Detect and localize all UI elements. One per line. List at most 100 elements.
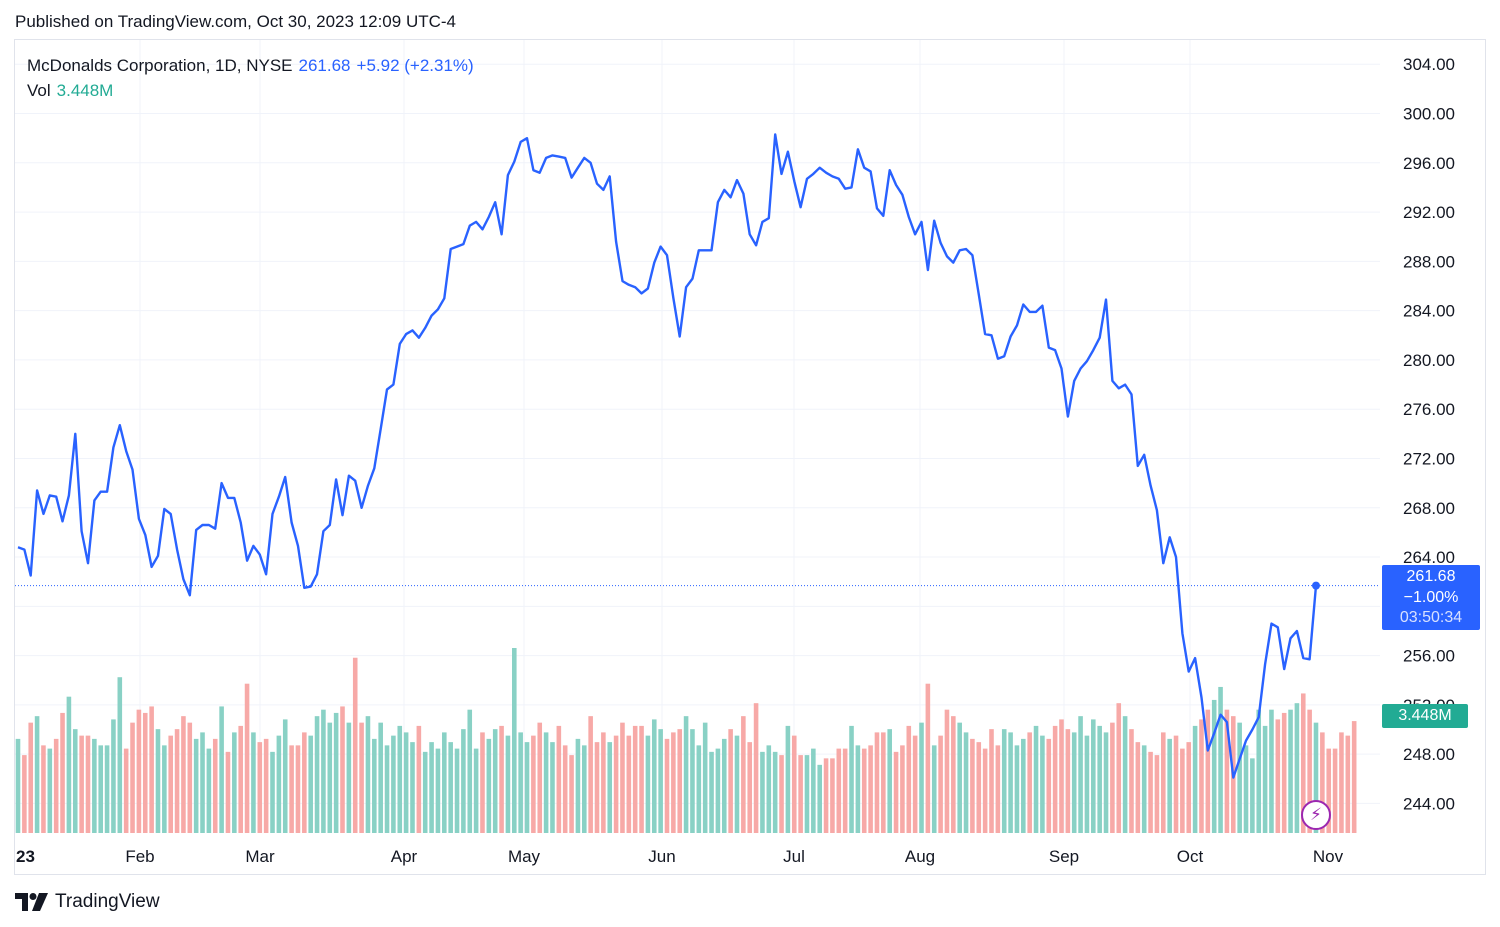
volume-bar — [518, 732, 523, 833]
volume-bar — [804, 755, 810, 833]
volume-bar — [696, 745, 702, 833]
volume-bar — [1186, 742, 1192, 833]
volume-bar — [276, 735, 282, 833]
volume-bar — [1218, 686, 1223, 833]
volume-bar — [98, 745, 104, 833]
price-tag-price: 261.68 — [1406, 568, 1456, 585]
volume-bar — [1269, 709, 1274, 833]
last-price-tag: 261.68 −1.00% 03:50:34 — [1382, 565, 1480, 630]
volume-bar — [1250, 758, 1255, 833]
chart-frame[interactable] — [14, 39, 1486, 875]
volume-bar — [53, 738, 59, 833]
volume-bar — [1014, 745, 1020, 833]
y-tick-label: 272.00 — [1403, 449, 1455, 468]
volume-bar — [289, 745, 294, 833]
volume-bar — [1351, 721, 1357, 833]
volume-bar — [1001, 729, 1007, 833]
volume-bar — [626, 735, 632, 833]
volume-bar — [919, 722, 924, 833]
price-line[interactable] — [17, 133, 1318, 779]
volume-bar — [620, 722, 625, 833]
volume-bar — [734, 735, 740, 833]
volume-bar — [1091, 719, 1096, 833]
y-axis[interactable]: 304.00 300.00 296.00 292.00 288.00 284.00 280.… — [1403, 55, 1455, 813]
volume-bar — [562, 745, 568, 833]
lightning-icon[interactable]: ⚡ — [1301, 800, 1331, 830]
volume-bar — [251, 732, 256, 833]
volume-bar — [690, 729, 695, 833]
volume-bar — [747, 742, 753, 833]
x-tick-label: 23 — [16, 847, 35, 866]
volume-bar — [187, 722, 193, 833]
legend-symbol: McDonalds Corporation, 1D, NYSE — [27, 56, 293, 75]
volume-bar — [881, 732, 886, 833]
x-tick-label: Aug — [905, 847, 935, 866]
volume-bar — [321, 709, 326, 833]
volume-bar — [1313, 722, 1319, 833]
volume-bar — [607, 742, 613, 833]
volume-bar — [1300, 693, 1306, 833]
volume-bar — [416, 725, 422, 833]
volume-tag: 3.448M — [1382, 704, 1468, 728]
x-axis[interactable]: 23 Feb Mar Apr May Jun Jul Aug Sep Oct Nov — [16, 847, 1344, 866]
volume-bar — [709, 751, 714, 833]
y-tick-label: 304.00 — [1403, 55, 1455, 74]
volume-bar — [333, 712, 339, 833]
volume-bar — [1326, 748, 1332, 833]
price-series[interactable] — [17, 133, 1320, 779]
volume-bar — [136, 709, 142, 833]
volume-bar — [556, 725, 562, 833]
volume-bar — [1084, 735, 1090, 833]
volume-bar — [1262, 725, 1268, 833]
volume-bar — [454, 748, 460, 833]
volume-bar — [550, 742, 555, 833]
volume-bar — [162, 745, 167, 833]
volume-bar — [282, 719, 288, 833]
volume-bar — [244, 683, 250, 833]
volume-bar — [410, 742, 415, 833]
volume-bar — [212, 738, 218, 833]
volume-bar — [225, 751, 231, 833]
volume-bar — [651, 719, 657, 833]
volume-bar — [874, 732, 880, 833]
volume-bar — [257, 742, 263, 833]
volume-bar — [352, 657, 358, 833]
volume-bars — [15, 648, 1357, 833]
volume-bar — [811, 748, 816, 833]
volume-bar — [868, 745, 873, 833]
price-tag-change: −1.00% — [1403, 588, 1459, 606]
volume-bar — [728, 729, 733, 833]
volume-bar — [951, 716, 956, 833]
volume-bar — [887, 729, 892, 833]
volume-bar — [28, 722, 34, 833]
volume-bar — [906, 725, 912, 833]
volume-bar — [219, 706, 224, 833]
volume-bar — [963, 732, 969, 833]
y-tick-label: 268.00 — [1403, 499, 1455, 518]
volume-bar — [60, 712, 65, 833]
volume-bar — [111, 719, 116, 833]
volume-bar — [785, 725, 791, 833]
volume-bar — [1103, 732, 1109, 833]
volume-bar — [1224, 709, 1230, 833]
volume-bar — [1237, 722, 1242, 833]
volume-bar — [359, 722, 364, 833]
volume-bar — [512, 648, 517, 833]
x-tick-label: May — [508, 847, 541, 866]
tradingview-logo[interactable]: TradingView — [15, 889, 160, 915]
volume-bar — [855, 745, 861, 833]
volume-bar — [168, 735, 173, 833]
volume-bar — [34, 716, 40, 833]
volume-bar — [1110, 722, 1115, 833]
volume-bar — [931, 745, 937, 833]
volume-bar — [671, 732, 676, 833]
volume-bar — [117, 677, 123, 833]
volume-bar — [543, 732, 549, 833]
volume-bar — [594, 742, 600, 833]
volume-bar — [1046, 738, 1052, 833]
x-tick-label: Nov — [1313, 847, 1344, 866]
volume-bar — [1135, 742, 1141, 833]
y-tick-label: 284.00 — [1403, 302, 1455, 321]
chart-legend[interactable]: McDonalds Corporation, 1D, NYSE 261.68 +5.… — [27, 53, 474, 103]
